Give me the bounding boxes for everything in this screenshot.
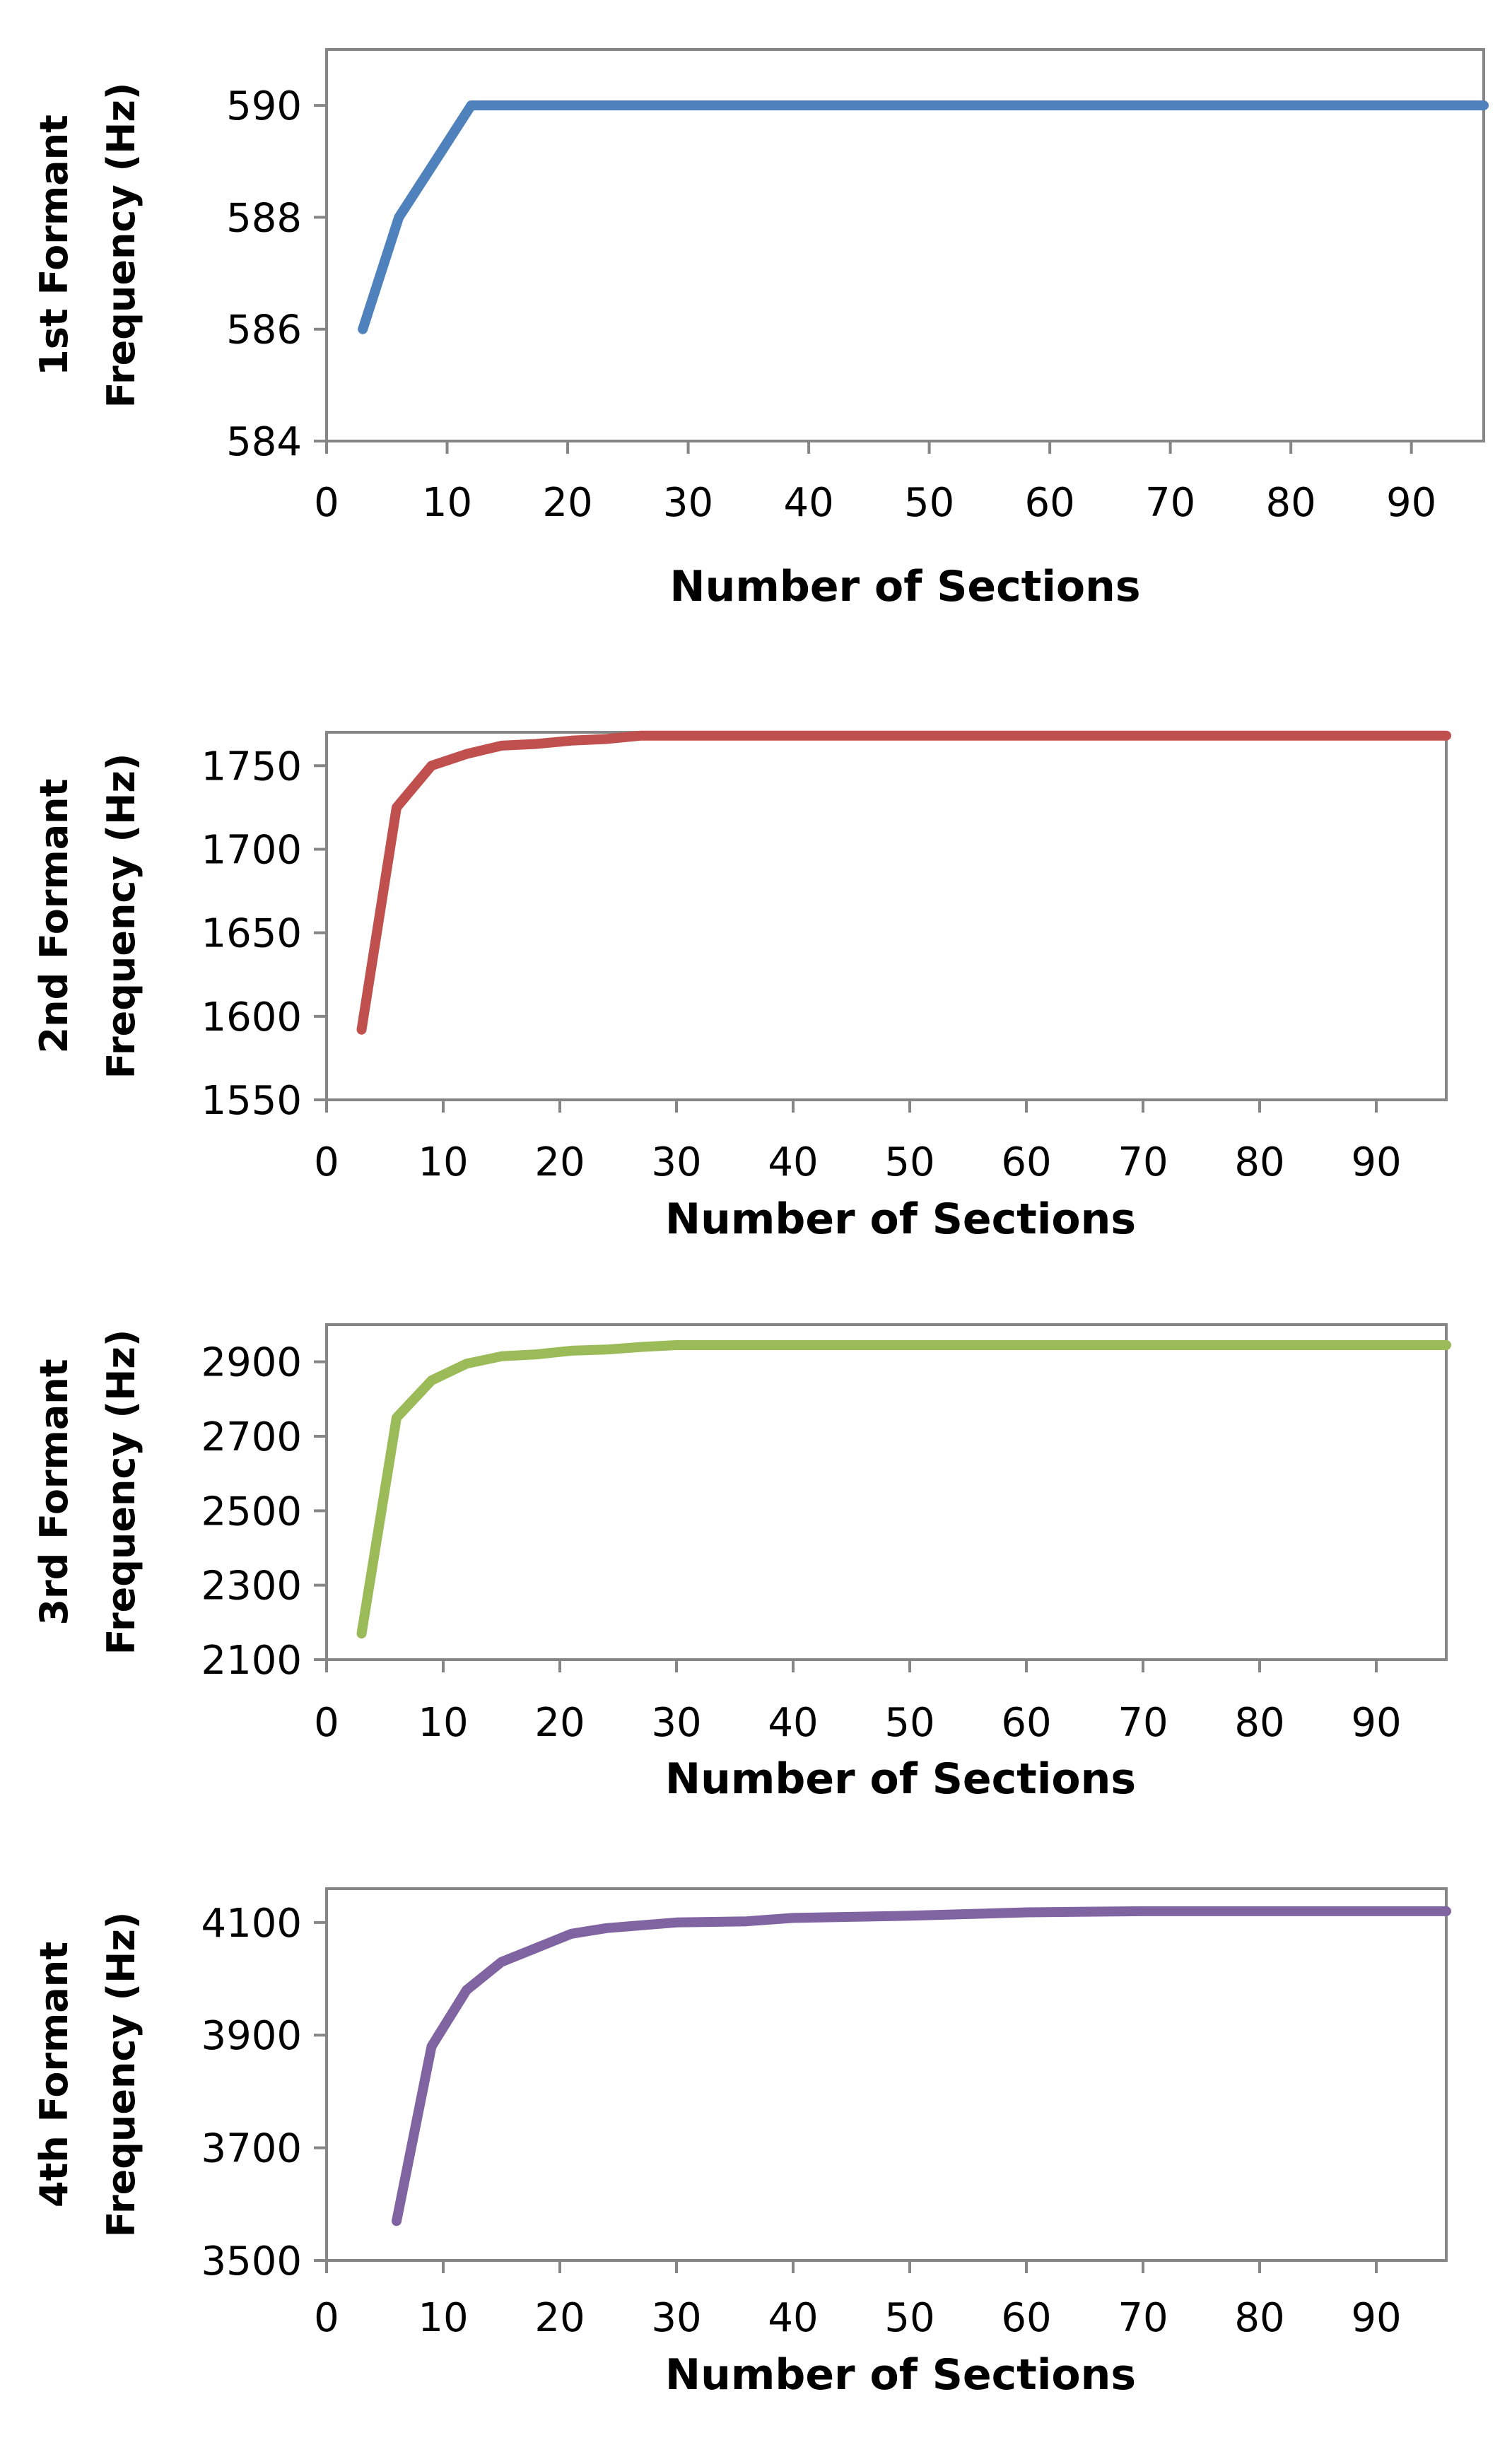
y-tick-label: 1650	[201, 911, 302, 957]
x-tick-label: 20	[534, 1700, 585, 1746]
series-line-f4	[392, 1906, 1451, 2227]
x-tick-label: 20	[542, 480, 592, 526]
y-axis-label: Frequency (Hz)	[99, 1330, 143, 1655]
x-axis-label: Number of Sections	[669, 562, 1140, 611]
x-tick-label: 50	[884, 1700, 934, 1746]
y-tick-label: 590	[226, 83, 302, 129]
series-line-f3	[356, 1340, 1451, 1639]
y-tick-label: 588	[226, 195, 302, 241]
y-axis-label: 1st Formant	[32, 115, 76, 376]
x-tick-label: 10	[418, 1700, 468, 1746]
y-tick-label: 1750	[201, 744, 302, 790]
y-tick-label: 586	[226, 307, 302, 353]
y-tick-label: 2300	[201, 1564, 302, 1609]
x-tick-label: 70	[1145, 480, 1195, 526]
x-tick-label: 80	[1266, 480, 1316, 526]
y-tick-label: 2100	[201, 1638, 302, 1684]
plot-frame	[325, 48, 1485, 442]
x-tick-label: 30	[651, 2295, 701, 2341]
x-tick-label: 40	[768, 1139, 818, 1185]
x-tick-label: 90	[1351, 1700, 1401, 1746]
x-tick-label: 90	[1351, 2295, 1401, 2341]
y-axis-label: 2nd Formant	[32, 779, 76, 1054]
x-tick-label: 50	[904, 480, 954, 526]
y-tick-label: 3900	[201, 2013, 302, 2059]
y-tick-label: 2900	[201, 1340, 302, 1386]
plot-frame	[325, 731, 1448, 1101]
y-tick-label: 2700	[201, 1414, 302, 1460]
x-tick-label: 0	[314, 1139, 339, 1185]
y-axis-label: Frequency (Hz)	[99, 1912, 143, 2238]
x-tick-label: 40	[768, 2295, 818, 2341]
plot-frame	[325, 1323, 1448, 1661]
series-line-f1	[358, 100, 1489, 334]
x-axis-label: Number of Sections	[665, 1754, 1136, 1804]
x-tick-label: 70	[1118, 2295, 1168, 2341]
chart-f1: 0 10 20 30 40 50 60 70 80 90 584 586 588 590 Number of…	[32, 48, 1489, 611]
x-tick-label: 10	[418, 1139, 468, 1185]
x-tick-label: 80	[1234, 1139, 1284, 1185]
x-tick-label: 90	[1386, 480, 1436, 526]
x-tick-label: 80	[1234, 1700, 1284, 1746]
x-tick-label: 40	[783, 480, 833, 526]
x-tick-label: 0	[314, 480, 339, 526]
x-tick-label: 70	[1118, 1700, 1168, 1746]
x-tick-label: 10	[422, 480, 472, 526]
x-tick-label: 60	[1024, 480, 1074, 526]
y-axis-label: 3rd Formant	[32, 1359, 76, 1625]
chart-f2: 0 10 20 30 40 50 60 70 80 90 1550 1600 1650 1700 1750 N…	[32, 730, 1451, 1244]
x-tick-label: 0	[314, 1700, 339, 1746]
y-tick-label: 1700	[201, 827, 302, 873]
x-tick-label: 60	[1001, 1700, 1051, 1746]
x-tick-label: 50	[884, 2295, 934, 2341]
x-tick-label: 10	[418, 2295, 468, 2341]
x-tick-label: 30	[651, 1700, 701, 1746]
x-tick-label: 20	[534, 2295, 585, 2341]
x-tick-label: 40	[768, 1700, 818, 1746]
x-tick-label: 60	[1001, 2295, 1051, 2341]
x-tick-label: 30	[663, 480, 713, 526]
y-tick-label: 1550	[201, 1078, 302, 1124]
x-tick-label: 0	[314, 2295, 339, 2341]
x-tick-label: 70	[1118, 1139, 1168, 1185]
x-tick-label: 90	[1351, 1139, 1401, 1185]
chart-f4: 0 10 20 30 40 50 60 70 80 90 3500 3700 3900 4100 Numbe…	[32, 1887, 1451, 2400]
x-tick-label: 60	[1001, 1139, 1051, 1185]
x-tick-label: 20	[534, 1139, 585, 1185]
x-axis-label: Number of Sections	[665, 1195, 1136, 1244]
x-tick-label: 30	[651, 1139, 701, 1185]
y-tick-label: 3700	[201, 2126, 302, 2172]
y-tick-label: 1600	[201, 995, 302, 1040]
x-tick-label: 50	[884, 1139, 934, 1185]
x-axis-label: Number of Sections	[665, 2350, 1136, 2400]
y-tick-label: 4100	[201, 1901, 302, 1947]
chart-f3: 0 10 20 30 40 50 60 70 80 90 2100 2300 2500 2700 2900 N…	[32, 1323, 1451, 1804]
y-axis-label: 4th Formant	[32, 1942, 76, 2207]
y-tick-label: 2500	[201, 1489, 302, 1535]
y-axis-label: Frequency (Hz)	[99, 753, 143, 1079]
plot-frame	[325, 1887, 1448, 2262]
series-line-f2	[356, 730, 1451, 1035]
y-tick-label: 584	[226, 419, 302, 465]
x-tick-label: 80	[1234, 2295, 1284, 2341]
y-axis-label: Frequency (Hz)	[99, 83, 143, 409]
y-tick-label: 3500	[201, 2239, 302, 2284]
